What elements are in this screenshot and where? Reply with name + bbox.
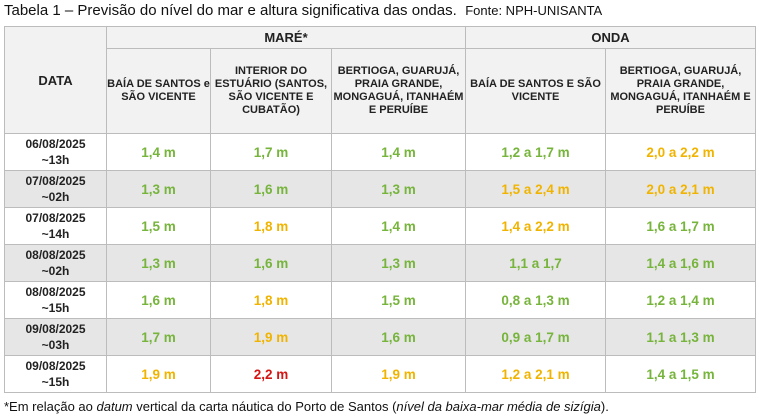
date-cell: 06/08/2025 ~13h [4,133,107,171]
value-cell: 1,4 m [331,133,466,171]
col-header-mare-baia: BAÍA DE SANTOS e SÃO VICENTE [106,48,211,134]
date-cell: 08/08/2025 ~02h [4,244,107,282]
table-row: 08/08/2025 ~02h 1,3 m 1,6 m 1,3 m 1,1 a 1,7 1,… [4,244,756,282]
date-cell: 08/08/2025 ~15h [4,281,107,319]
value-cell: 1,3 m [106,244,211,282]
date-value: 08/08/2025 [25,248,86,262]
value-cell: 2,0 a 2,1 m [605,170,756,208]
table-row: 09/08/2025 ~03h 1,7 m 1,9 m 1,6 m 0,9 a 1,7 m… [4,318,756,356]
footnote: *Em relação ao datum vertical da carta n… [4,399,609,414]
mare-group-header: MARÉ* [106,26,466,49]
value-cell: 1,8 m [210,281,332,319]
date-cell: 07/08/2025 ~14h [4,207,107,245]
col-header-onda-litoral: BERTIOGA, GUARUJÁ, PRAIA GRANDE, MONGAGU… [605,48,756,134]
time-value: ~14h [41,227,70,241]
footnote-datum: datum [96,399,133,414]
value-cell: 1,6 m [210,244,332,282]
value-cell: 1,5 m [331,281,466,319]
forecast-table: DATA MARÉ* ONDA BAÍA DE SANTOS e SÃO VIC… [4,26,756,393]
table-row: 09/08/2025 ~15h 1,9 m 2,2 m 1,9 m 1,2 a 2,1 m… [4,355,756,393]
value-cell: 1,6 m [331,318,466,356]
date-value: 08/08/2025 [25,285,86,299]
value-cell: 2,0 a 2,2 m [605,133,756,171]
value-cell: 1,6 m [210,170,332,208]
value-cell: 1,9 m [331,355,466,393]
date-value: 09/08/2025 [25,322,86,336]
date-cell: 09/08/2025 ~15h [4,355,107,393]
value-cell: 1,1 a 1,3 m [605,318,756,356]
value-cell: 1,6 m [106,281,211,319]
footnote-level: nível da baixa-mar média de sizígia [396,399,601,414]
value-cell: 1,9 m [106,355,211,393]
value-cell: 1,8 m [210,207,332,245]
value-cell: 1,4 m [106,133,211,171]
value-cell: 1,2 a 1,4 m [605,281,756,319]
value-cell: 0,8 a 1,3 m [465,281,606,319]
value-cell: 1,2 a 2,1 m [465,355,606,393]
date-header: DATA [4,26,107,134]
group-header-row: DATA MARÉ* ONDA [4,26,756,134]
table-row: 06/08/2025 ~13h 1,4 m 1,7 m 1,4 m 1,2 a 1,7 m… [4,133,756,171]
value-cell: 1,6 a 1,7 m [605,207,756,245]
date-value: 09/08/2025 [25,359,86,373]
table-caption: Tabela 1 – Previsão do nível do mar e al… [4,2,602,24]
footnote-text-3: ). [600,399,609,414]
value-cell: 1,5 m [106,207,211,245]
value-cell: 2,2 m [210,355,332,393]
value-cell: 1,5 a 2,4 m [465,170,606,208]
table-body: 06/08/2025 ~13h 1,4 m 1,7 m 1,4 m 1,2 a 1,7 m… [4,133,756,393]
date-value: 06/08/2025 [25,137,86,151]
column-header-row: BAÍA DE SANTOS e SÃO VICENTE INTERIOR DO… [5,48,756,134]
value-cell: 1,1 a 1,7 [465,244,606,282]
time-value: ~15h [41,301,70,315]
date-value: 07/08/2025 [25,174,86,188]
col-header-mare-litoral: BERTIOGA, GUARUJÁ, PRAIA GRANDE, MONGAGU… [331,48,466,134]
value-cell: 1,7 m [210,133,332,171]
table-source: Fonte: NPH-UNISANTA [465,3,603,18]
time-value: ~02h [41,264,70,278]
footnote-text-1: *Em relação ao [4,399,97,414]
table-row: 07/08/2025 ~02h 1,3 m 1,6 m 1,3 m 1,5 a 2,4 m… [4,170,756,208]
value-cell: 1,2 a 1,7 m [465,133,606,171]
value-cell: 1,9 m [210,318,332,356]
value-cell: 1,4 a 1,5 m [605,355,756,393]
table-title: Tabela 1 – Previsão do nível do mar e al… [4,2,457,19]
date-value: 07/08/2025 [25,211,86,225]
value-cell: 1,7 m [106,318,211,356]
time-value: ~03h [41,338,70,352]
value-cell: 1,4 a 2,2 m [465,207,606,245]
time-value: ~13h [41,153,70,167]
table-row: 07/08/2025 ~14h 1,5 m 1,8 m 1,4 m 1,4 a 2,2 m… [4,207,756,245]
col-header-onda-baia: BAÍA DE SANTOS E SÃO VICENTE [465,48,606,134]
value-cell: 1,3 m [106,170,211,208]
footnote-text-2: vertical da carta náutica do Porto de Sa… [132,399,397,414]
col-header-mare-estuario: INTERIOR DO ESTUÁRIO (SANTOS, SÃO VICENT… [210,48,332,134]
time-value: ~02h [41,190,70,204]
value-cell: 1,4 a 1,6 m [605,244,756,282]
value-cell: 0,9 a 1,7 m [465,318,606,356]
value-cell: 1,3 m [331,244,466,282]
onda-group-header: ONDA [465,26,756,49]
table-row: 08/08/2025 ~15h 1,6 m 1,8 m 1,5 m 0,8 a 1,3 m… [4,281,756,319]
value-cell: 1,4 m [331,207,466,245]
date-cell: 07/08/2025 ~02h [4,170,107,208]
date-cell: 09/08/2025 ~03h [4,318,107,356]
time-value: ~15h [41,375,70,389]
value-cell: 1,3 m [331,170,466,208]
